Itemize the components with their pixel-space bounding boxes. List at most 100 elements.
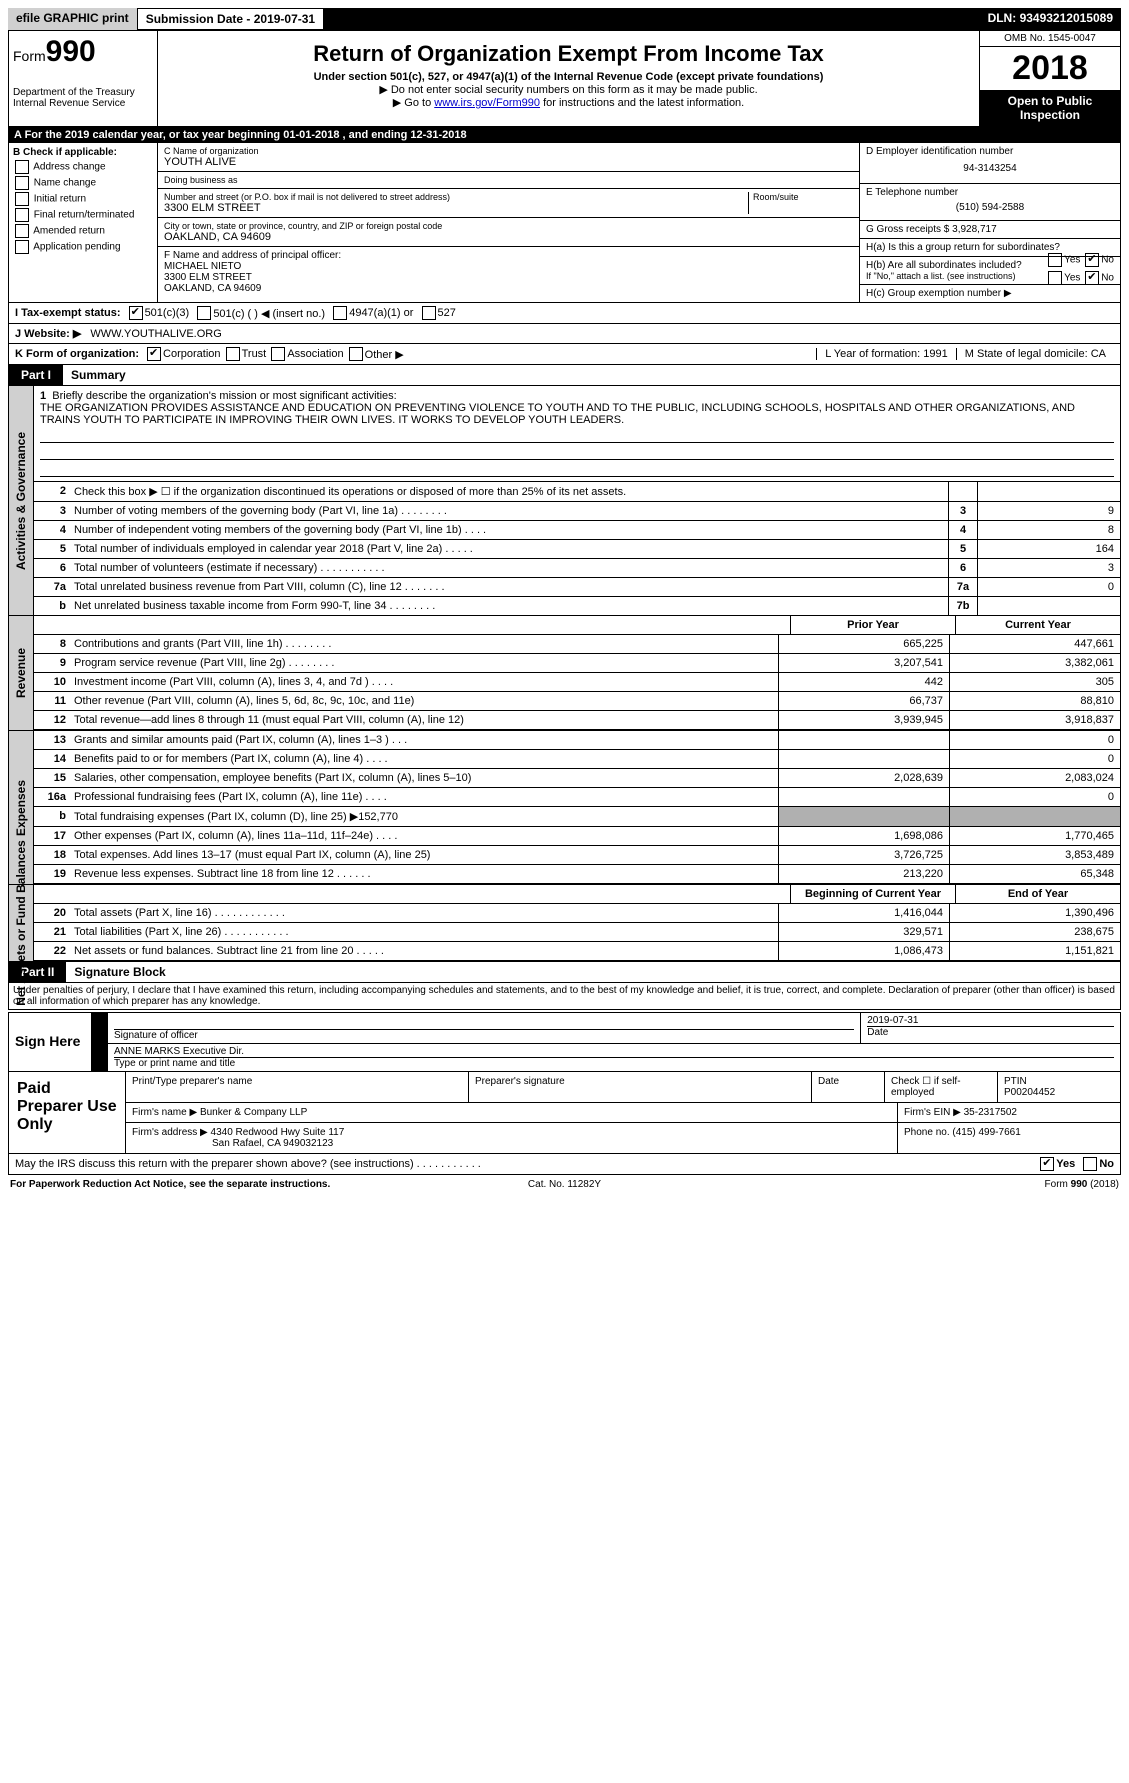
prep-selfemp: Check ☐ if self-employed <box>885 1072 998 1102</box>
line-18: 18Total expenses. Add lines 13–17 (must … <box>34 846 1120 865</box>
submission-date: Submission Date - 2019-07-31 <box>137 8 324 30</box>
room-label: Room/suite <box>753 192 853 202</box>
cb-4947[interactable] <box>333 306 347 320</box>
footer-left: For Paperwork Reduction Act Notice, see … <box>10 1179 380 1190</box>
line-10: 10Investment income (Part VIII, column (… <box>34 673 1120 692</box>
section-net-assets: Net Assets or Fund Balances Beginning of… <box>8 885 1121 962</box>
dln: DLN: 93493212015089 <box>980 8 1121 30</box>
line-21: 21Total liabilities (Part X, line 26) . … <box>34 923 1120 942</box>
perjury-text: Under penalties of perjury, I declare th… <box>8 983 1121 1010</box>
hdr-begin-year: Beginning of Current Year <box>790 885 955 903</box>
addr-label: Number and street (or P.O. box if mail i… <box>164 192 748 202</box>
line-4: 4Number of independent voting members of… <box>34 521 1120 540</box>
mission-block: 1 Briefly describe the organization's mi… <box>34 386 1120 482</box>
sig-officer-label: Signature of officer <box>114 1029 854 1041</box>
cb-amended[interactable]: Amended return <box>13 224 153 238</box>
tel-label: E Telephone number <box>866 187 1114 198</box>
top-bar: efile GRAPHIC print Submission Date - 20… <box>8 8 1121 30</box>
line-16a: 16aProfessional fundraising fees (Part I… <box>34 788 1120 807</box>
line-2: 2Check this box ▶ ☐ if the organization … <box>34 482 1120 502</box>
ein-value: 94-3143254 <box>866 157 1114 180</box>
prep-firm-addr: Firm's address ▶ 4340 Redwood Hwy Suite … <box>126 1123 898 1153</box>
ha-group-return: H(a) Is this a group return for subordin… <box>860 239 1120 257</box>
row-k-form-org: K Form of organization: Corporation Trus… <box>8 344 1121 365</box>
efile-label: efile GRAPHIC print <box>8 8 137 30</box>
cb-discuss-yes[interactable] <box>1040 1157 1054 1171</box>
hdr-current-year: Current Year <box>955 616 1120 634</box>
col-b-checkboxes: B Check if applicable: Address change Na… <box>9 143 158 302</box>
page-footer: For Paperwork Reduction Act Notice, see … <box>8 1175 1121 1194</box>
discuss-row: May the IRS discuss this return with the… <box>8 1154 1121 1175</box>
irs-link[interactable]: www.irs.gov/Form990 <box>434 97 540 109</box>
signature-block: Sign Here Signature of officer 2019-07-3… <box>8 1012 1121 1072</box>
preparer-block: Paid Preparer Use Only Print/Type prepar… <box>8 1072 1121 1154</box>
prep-phone: Phone no. (415) 499-7661 <box>898 1123 1120 1153</box>
sig-name: ANNE MARKS Executive Dir. <box>114 1046 1114 1057</box>
subtitle-3: ▶ Go to www.irs.gov/Form990 for instruct… <box>164 96 973 109</box>
col-c-org-info: C Name of organization YOUTH ALIVE Doing… <box>158 143 859 302</box>
cb-address-change[interactable]: Address change <box>13 160 153 174</box>
irs-label: Internal Revenue Service <box>13 98 153 109</box>
cb-final-return[interactable]: Final return/terminated <box>13 208 153 222</box>
addr-value: 3300 ELM STREET <box>164 202 748 214</box>
section-activities: Activities & Governance 1 Briefly descri… <box>8 386 1121 616</box>
line-3: 3Number of voting members of the governi… <box>34 502 1120 521</box>
line-12: 12Total revenue—add lines 8 through 11 (… <box>34 711 1120 730</box>
year-formation: L Year of formation: 1991 <box>816 348 956 360</box>
form-number: Form990 <box>13 35 153 69</box>
dba-label: Doing business as <box>164 175 853 185</box>
gross-label: G Gross receipts $ <box>866 224 952 235</box>
subtitle-1: Under section 501(c), 527, or 4947(a)(1)… <box>164 71 973 83</box>
mission-text: THE ORGANIZATION PROVIDES ASSISTANCE AND… <box>40 402 1075 426</box>
open-public-badge: Open to Public Inspection <box>980 90 1120 126</box>
officer-addr2: OAKLAND, CA 94609 <box>164 283 853 294</box>
cb-other[interactable] <box>349 347 363 361</box>
org-name: YOUTH ALIVE <box>164 156 853 168</box>
org-name-label: C Name of organization <box>164 146 853 156</box>
prep-date-hdr: Date <box>812 1072 885 1102</box>
form-title: Return of Organization Exempt From Incom… <box>164 41 973 67</box>
cb-discuss-no[interactable] <box>1083 1157 1097 1171</box>
form-header: Form990 Department of the Treasury Inter… <box>8 30 1121 127</box>
omb-number: OMB No. 1545-0047 <box>980 31 1120 47</box>
sig-date-label: Date <box>867 1026 1114 1038</box>
prep-name-hdr: Print/Type preparer's name <box>126 1072 469 1102</box>
hdr-end-year: End of Year <box>955 885 1120 903</box>
cb-initial-return[interactable]: Initial return <box>13 192 153 206</box>
line-9: 9Program service revenue (Part VIII, lin… <box>34 654 1120 673</box>
prep-firm-ein: Firm's EIN ▶ 35-2317502 <box>898 1103 1120 1122</box>
vtab-revenue: Revenue <box>14 648 28 698</box>
section-expenses: Expenses 13Grants and similar amounts pa… <box>8 731 1121 885</box>
subtitle-2: ▶ Do not enter social security numbers o… <box>164 83 973 96</box>
row-i-tax-exempt: I Tax-exempt status: 501(c)(3) 501(c) ( … <box>8 303 1121 324</box>
hc-exemption: H(c) Group exemption number ▶ <box>860 285 1120 302</box>
cb-app-pending[interactable]: Application pending <box>13 240 153 254</box>
part-ii-header: Part II Signature Block <box>8 962 1121 983</box>
cb-assoc[interactable] <box>271 347 285 361</box>
cb-trust[interactable] <box>226 347 240 361</box>
sig-name-label: Type or print name and title <box>114 1057 1114 1069</box>
line-17: 17Other expenses (Part IX, column (A), l… <box>34 827 1120 846</box>
cb-501c3[interactable] <box>129 306 143 320</box>
line-20: 20Total assets (Part X, line 16) . . . .… <box>34 904 1120 923</box>
vtab-net-assets: Net Assets or Fund Balances <box>14 840 28 1006</box>
officer-label: F Name and address of principal officer: <box>164 250 853 261</box>
col-d-ein: D Employer identification number 94-3143… <box>859 143 1120 302</box>
city-label: City or town, state or province, country… <box>164 221 853 231</box>
cb-501c[interactable] <box>197 306 211 320</box>
sign-here-label: Sign Here <box>9 1013 92 1071</box>
line-b: bNet unrelated business taxable income f… <box>34 597 1120 615</box>
ein-label: D Employer identification number <box>866 146 1114 157</box>
prep-ptin: PTIN P00204452 <box>998 1072 1120 1102</box>
line-b: bTotal fundraising expenses (Part IX, co… <box>34 807 1120 827</box>
cb-527[interactable] <box>422 306 436 320</box>
section-revenue: Revenue Prior Year Current Year 8Contrib… <box>8 616 1121 731</box>
line-13: 13Grants and similar amounts paid (Part … <box>34 731 1120 750</box>
sig-date: 2019-07-31 <box>867 1015 1114 1026</box>
gross-value: 3,928,717 <box>952 224 997 235</box>
vtab-expenses: Expenses <box>14 779 28 835</box>
cb-corp[interactable] <box>147 347 161 361</box>
tel-value: (510) 594-2588 <box>866 198 1114 217</box>
line-15: 15Salaries, other compensation, employee… <box>34 769 1120 788</box>
cb-name-change[interactable]: Name change <box>13 176 153 190</box>
